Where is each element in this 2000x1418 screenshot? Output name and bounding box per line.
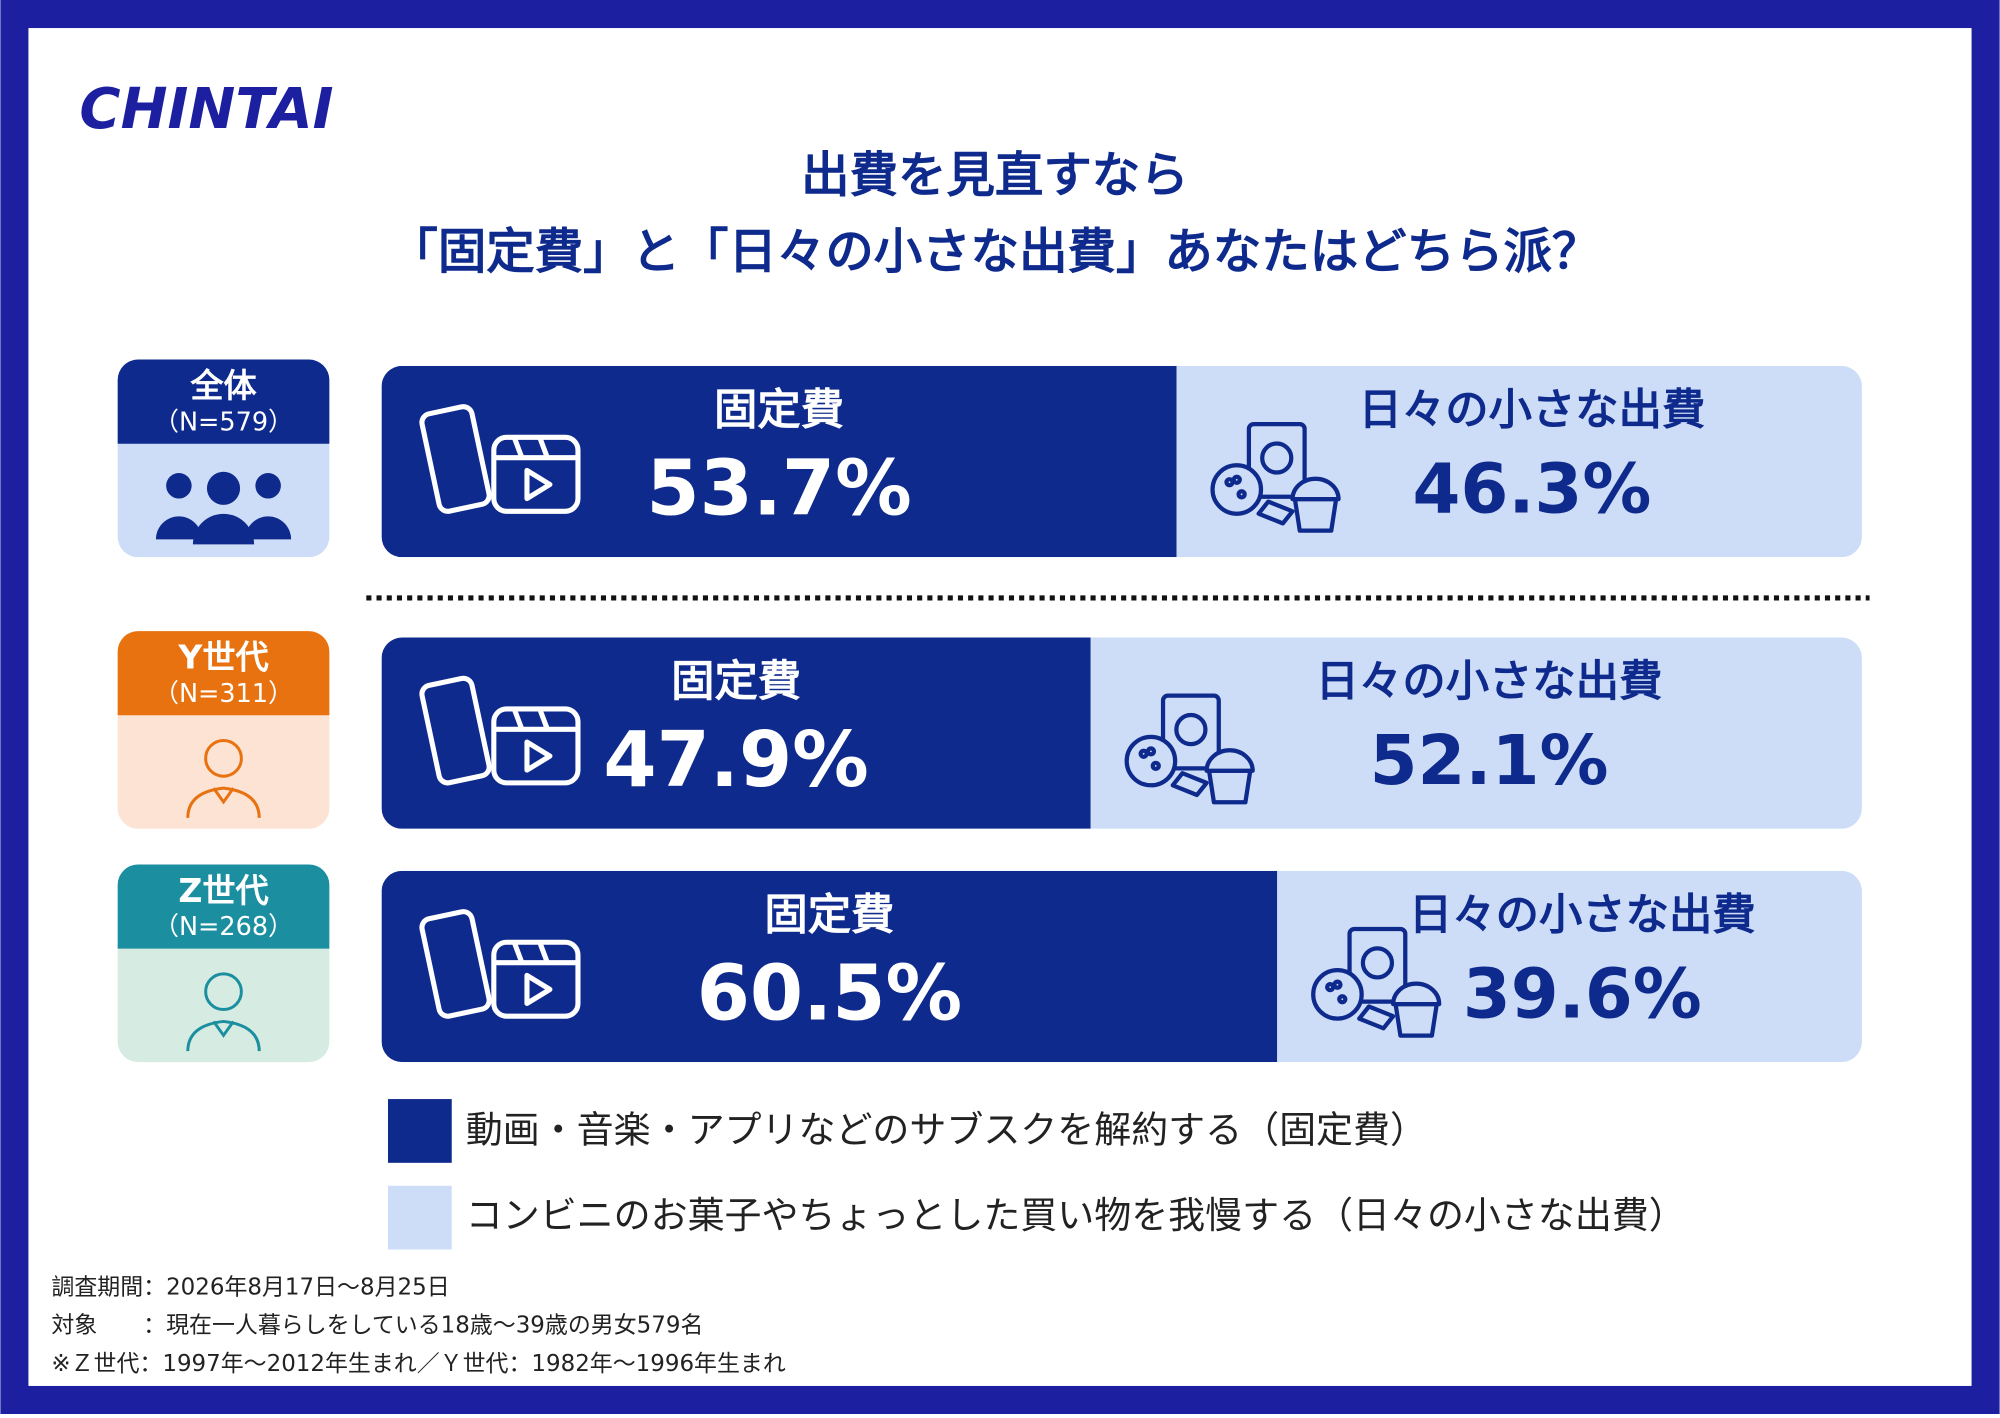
- value-label: 52.1%: [1370, 721, 1609, 801]
- segment-label: 固定費: [714, 386, 844, 436]
- badge-header: [117, 631, 330, 716]
- segment-label: 固定費: [671, 657, 801, 707]
- logo: CHINTAI: [79, 77, 333, 142]
- legend-label: 動画・音楽・アプリなどのサブスクを解約する（固定費）: [466, 1109, 1427, 1152]
- sample-size: （N=268）: [153, 912, 293, 942]
- bar-segment: [381, 365, 1177, 558]
- bar-segment: [381, 870, 1278, 1063]
- value-label: 46.3%: [1413, 449, 1652, 529]
- note: 調査期間：2026年8月17日〜8月25日: [51, 1274, 449, 1300]
- note: 対象 ：現在一人暮らしをしている18歳〜39歳の男女579名: [51, 1313, 703, 1339]
- category-label: Y世代: [177, 638, 268, 677]
- legend-swatch: [387, 1185, 452, 1250]
- legend-label: コンビニのお菓子やちょっとした買い物を我慢する（日々の小さな出費）: [466, 1194, 1686, 1237]
- chart-title: 出費を見直すなら: [801, 148, 1189, 204]
- note: ※Ｚ世代：1997年〜2012年生まれ／Ｙ世代：1982年〜1996年生まれ: [51, 1351, 785, 1377]
- segment-label: 日々の小さな出費: [1409, 891, 1756, 941]
- value-label: 60.5%: [697, 949, 962, 1038]
- legend-swatch: [387, 1099, 452, 1163]
- badge-header: [117, 864, 330, 949]
- sample-size: （N=311）: [153, 679, 293, 709]
- segment-label: 日々の小さな出費: [1359, 386, 1706, 436]
- value-label: 39.6%: [1463, 954, 1702, 1034]
- sample-size: （N=579）: [153, 407, 293, 437]
- bar-segment: [381, 637, 1091, 829]
- badge-header: [117, 359, 330, 444]
- segment-label: 日々の小さな出費: [1316, 657, 1663, 707]
- category-label: 全体: [189, 366, 257, 405]
- chart-title: 「固定費」と「日々の小さな出費」あなたはどちら派？: [389, 224, 1600, 280]
- segment-label: 固定費: [764, 891, 894, 941]
- value-label: 53.7%: [646, 444, 911, 533]
- category-label: Z世代: [178, 871, 268, 910]
- value-label: 47.9%: [603, 716, 868, 805]
